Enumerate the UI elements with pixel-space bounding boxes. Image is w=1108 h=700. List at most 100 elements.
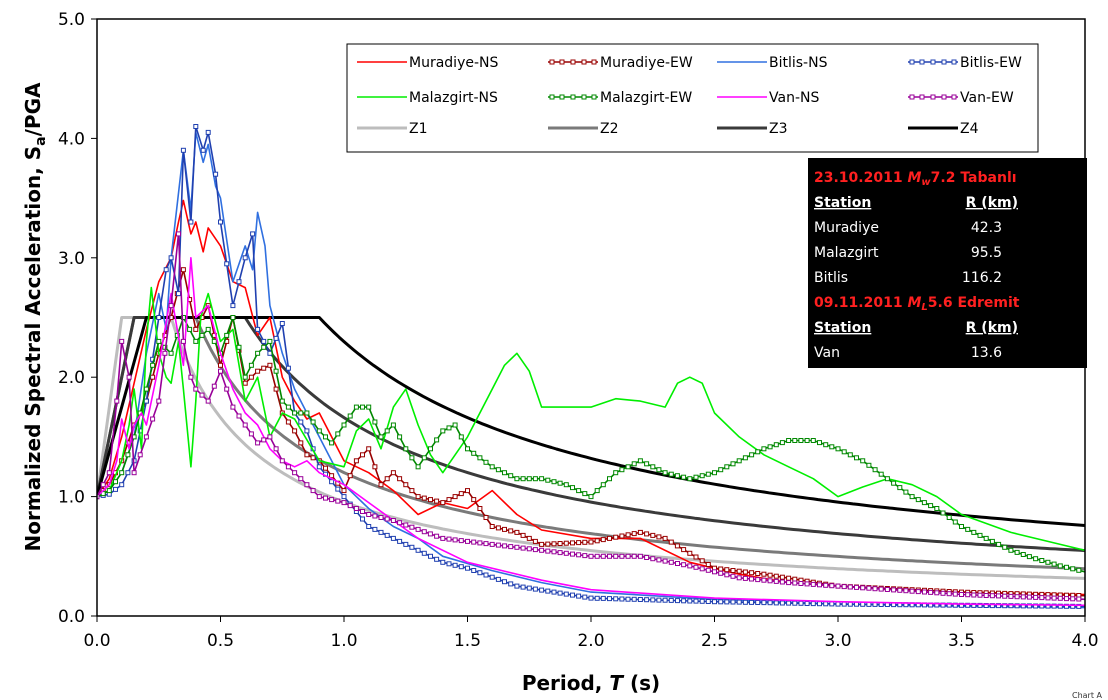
series-marker-malazgirt-ew: [1076, 567, 1082, 573]
series-marker-bitlis-ew: [218, 219, 223, 225]
series-marker-muradiye-ew: [304, 452, 310, 458]
y-tick-label: 0.0: [58, 607, 85, 627]
event2-rows: Van 13.6: [814, 345, 1002, 361]
legend-item-muradiye-ew: Muradiye-EW: [548, 55, 693, 71]
series-marker-malazgirt-ew: [360, 404, 365, 410]
series-marker-bitlis-ew: [545, 588, 551, 594]
legend-item-z4: Z4: [908, 121, 979, 137]
series-marker-bitlis-ew: [250, 231, 256, 237]
legend-label: Bitlis-EW: [960, 55, 1022, 71]
series-marker-malazgirt-ew: [248, 362, 254, 368]
station-distance: 13.6: [971, 345, 1002, 361]
series-marker-bitlis-ew: [539, 587, 545, 593]
series-marker-bitlis-ew: [693, 598, 699, 604]
series-marker-muradiye-ew: [471, 497, 477, 503]
series-markers-bitlis-ew: [97, 124, 1082, 609]
series-marker-muradiye-ew: [483, 515, 489, 520]
series-marker-malazgirt-ew: [971, 529, 977, 535]
series-marker-van-ew: [180, 338, 186, 344]
series-marker-van-ew: [150, 416, 156, 422]
chart-credit: Chart A: [1072, 691, 1103, 700]
series-marker-malazgirt-ew: [1070, 566, 1076, 572]
series-marker-bitlis-ew: [372, 526, 378, 532]
series-marker-bitlis-ew: [458, 564, 464, 570]
legend-marker: [941, 94, 947, 100]
y-axis-ticks: 0.0 1.0 2.0 3.0 4.0 5.0: [58, 10, 97, 627]
series-marker-bitlis-ew: [644, 597, 650, 603]
series-marker-bitlis-ew: [261, 338, 267, 344]
series-marker-malazgirt-ew: [143, 386, 149, 392]
legend-item-malazgirt-ew: Malazgirt-EW: [548, 90, 692, 106]
series-marker-bitlis-ew: [188, 219, 194, 225]
series-marker-malazgirt-ew: [792, 438, 798, 443]
series-marker-malazgirt-ew: [508, 473, 514, 479]
legend-item-malazgirt-ns: Malazgirt-NS: [357, 90, 498, 106]
series-marker-malazgirt-ew: [242, 374, 248, 380]
series-marker-malazgirt-ew: [650, 464, 656, 470]
series-marker-bitlis-ew: [1076, 603, 1082, 609]
series-marker-malazgirt-ew: [273, 368, 279, 374]
legend-label: Van-NS: [769, 90, 819, 106]
series-marker-bitlis-ew: [471, 568, 477, 573]
series-marker-van-ew: [446, 536, 452, 542]
series-marker-bitlis-ew: [508, 581, 514, 587]
series-marker-bitlis-ew: [656, 597, 662, 603]
legend-marker: [951, 94, 957, 100]
series-marker-van-ew: [489, 541, 495, 547]
series-marker-van-ew: [804, 581, 810, 587]
series-marker-malazgirt-ew: [409, 455, 415, 461]
series-marker-malazgirt-ew: [989, 538, 995, 544]
series-marker-van-ew: [829, 583, 835, 589]
earthquake-info-box: 23.10.2011 Mw7.2 Tabanlı Station R (km) …: [808, 158, 1087, 368]
y-tick-label: 5.0: [58, 10, 85, 30]
series-marker-van-ew: [823, 582, 829, 588]
series-marker-van-ew: [267, 434, 273, 440]
series-marker-malazgirt-ew: [329, 440, 335, 446]
series-marker-malazgirt-ew: [310, 419, 316, 425]
series-marker-van-ew: [131, 470, 137, 476]
series-marker-van-ew: [137, 452, 143, 458]
series-marker-van-ew: [897, 587, 903, 593]
series-marker-malazgirt-ew: [316, 428, 322, 434]
series-marker-van-ew: [965, 592, 971, 598]
series-marker-muradiye-ew: [545, 541, 551, 547]
x-tick-label: 1.0: [330, 631, 357, 651]
series-marker-malazgirt-ew: [341, 422, 347, 428]
y-tick-label: 2.0: [58, 368, 85, 388]
legend-marker: [930, 94, 936, 100]
series-marker-muradiye-ew: [292, 428, 298, 434]
series-marker-van-ew: [378, 515, 384, 520]
series-marker-malazgirt-ew: [841, 449, 847, 455]
series-marker-van-ew: [909, 588, 915, 594]
series-marker-bitlis-ew: [835, 601, 841, 607]
series-marker-van-ew: [903, 588, 909, 594]
series-marker-malazgirt-ew: [607, 476, 612, 482]
series-marker-van-ew: [668, 559, 674, 565]
series-marker-malazgirt-ew: [928, 503, 934, 509]
series-marker-bitlis-ew: [829, 601, 835, 607]
series-marker-van-ew: [576, 552, 582, 558]
series-marker-van-ew: [779, 579, 785, 585]
series-marker-malazgirt-ew: [934, 506, 940, 511]
series-marker-malazgirt-ew: [829, 444, 835, 450]
series-marker-van-ew: [193, 386, 199, 392]
series-marker-malazgirt-ew: [786, 438, 792, 443]
series-marker-muradiye-ew: [755, 571, 761, 576]
series-marker-malazgirt-ew: [810, 438, 816, 443]
series-marker-muradiye-ew: [681, 547, 687, 553]
series-marker-van-ew: [403, 522, 409, 528]
event1-station-header: Station: [814, 195, 871, 211]
series-marker-malazgirt-ew: [205, 326, 211, 332]
series-marker-bitlis-ew: [996, 603, 1001, 609]
series-marker-bitlis-ew: [699, 598, 705, 604]
series-marker-van-ew: [532, 547, 538, 553]
x-axis-title: Period, T (s): [522, 671, 660, 695]
series-marker-malazgirt-ew: [1045, 559, 1051, 565]
series-marker-malazgirt-ew: [761, 446, 767, 452]
series-marker-van-ew: [977, 592, 983, 598]
series-marker-bitlis-ew: [767, 600, 773, 606]
series-marker-van-ew: [730, 573, 736, 579]
series-marker-muradiye-ew: [600, 537, 606, 543]
series-marker-muradiye-ew: [465, 488, 470, 494]
series-marker-muradiye-ew: [526, 535, 532, 541]
